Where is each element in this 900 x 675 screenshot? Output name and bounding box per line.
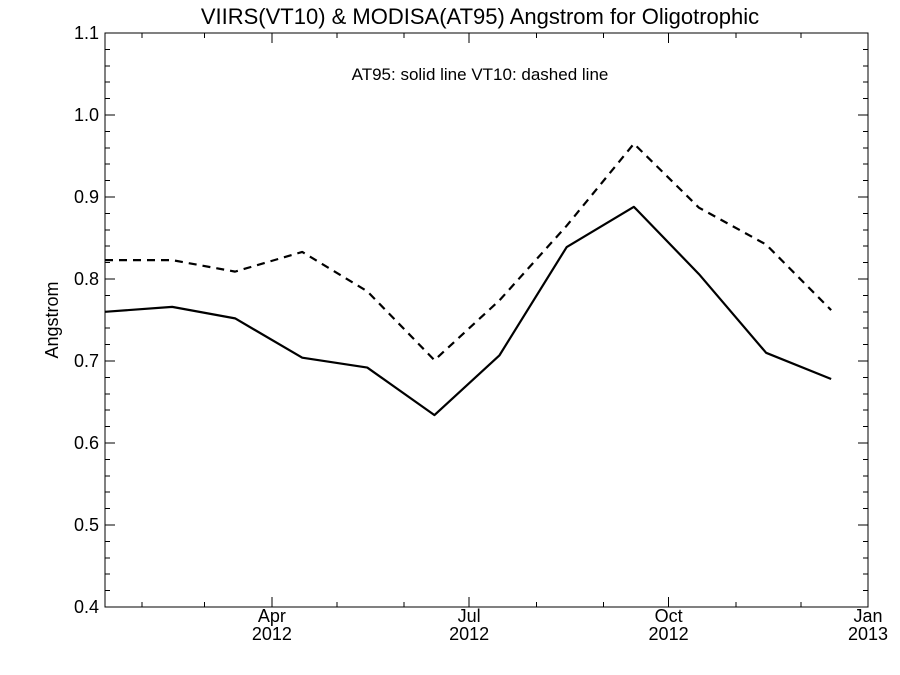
y-tick-label: 0.7 (74, 351, 99, 371)
x-tick-month-label: Jul (458, 606, 481, 626)
chart-title: VIIRS(VT10) & MODISA(AT95) Angstrom for … (201, 4, 759, 29)
series-line-vt10 (105, 142, 832, 362)
legend-annotation: AT95: solid line VT10: dashed line (352, 65, 609, 84)
y-tick-label: 1.1 (74, 23, 99, 43)
y-tick-label: 0.4 (74, 597, 99, 617)
x-tick-month-label: Jan (853, 606, 882, 626)
x-tick-year-label: 2012 (449, 624, 489, 644)
x-tick-year-label: 2012 (252, 624, 292, 644)
x-tick-month-label: Oct (655, 606, 683, 626)
x-tick-year-label: 2012 (649, 624, 689, 644)
plot-frame (104, 32, 869, 608)
x-tick-year-label: 2013 (848, 624, 888, 644)
series-line-at95 (104, 205, 832, 417)
y-axis: 0.4 0.5 0.6 0.7 0.8 0.9 1.0 1.1 (74, 23, 868, 617)
y-axis-label: Angstrom (42, 281, 62, 358)
y-tick-label: 0.9 (74, 187, 99, 207)
x-tick-month-label: Apr (258, 606, 286, 626)
y-tick-label: 0.8 (74, 269, 99, 289)
y-tick-label: 0.5 (74, 515, 99, 535)
series-group (104, 142, 832, 417)
y-tick-label: 0.6 (74, 433, 99, 453)
y-tick-label: 1.0 (74, 105, 99, 125)
